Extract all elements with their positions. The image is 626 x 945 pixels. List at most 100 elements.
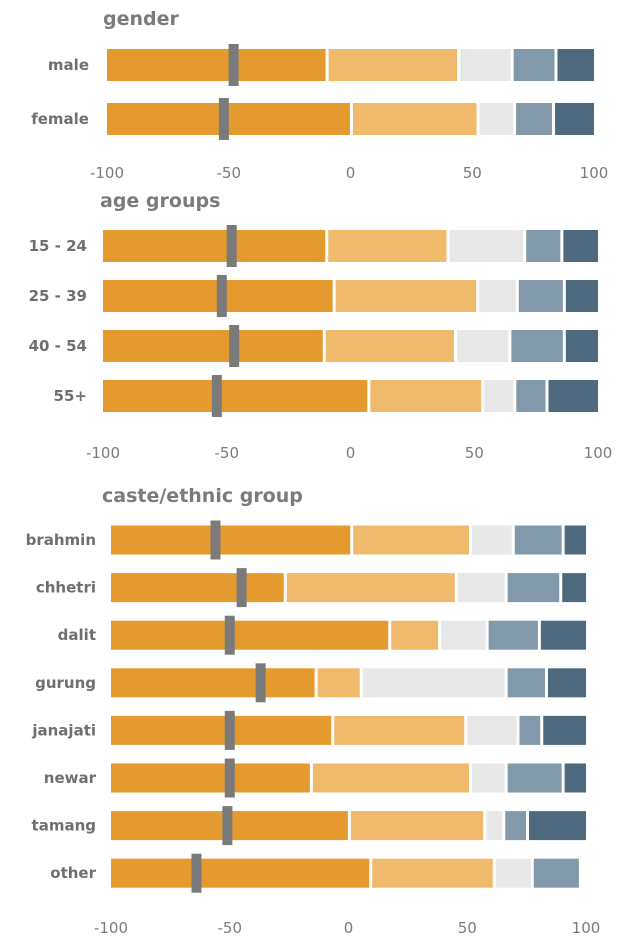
bar-segment-2 (325, 330, 454, 362)
bar-segment-1 (111, 715, 332, 745)
bar-segment-1 (111, 858, 370, 888)
bar-segment-2 (391, 620, 439, 650)
category-label: 40 - 54 (29, 337, 87, 355)
bar-segment-3 (467, 715, 517, 745)
x-tick-label: 0 (346, 444, 356, 462)
bar-segment-1 (107, 49, 326, 81)
bar-segment-5 (555, 103, 594, 135)
x-tick-label: 0 (344, 919, 354, 937)
x-tick-label: -50 (218, 919, 243, 937)
bar-row-15-24: 15 - 24 (29, 225, 598, 267)
category-label: dalit (58, 626, 96, 644)
panel-title: age groups (100, 190, 220, 212)
bar-segment-2 (328, 49, 458, 81)
bar-segment-3 (472, 525, 512, 555)
bar-segment-5 (529, 811, 586, 841)
bar-row-40-54: 40 - 54 (29, 325, 598, 367)
bar-segment-4 (514, 525, 562, 555)
bar-segment-2 (334, 715, 465, 745)
bar-segment-3 (362, 668, 505, 698)
bar-segment-1 (103, 330, 323, 362)
mean-marker (218, 98, 229, 140)
mean-marker (224, 710, 235, 750)
bar-segment-4 (533, 858, 579, 888)
x-tick-label: -100 (86, 444, 120, 462)
bar-row-female: female (31, 98, 594, 140)
bar-segment-1 (111, 763, 310, 793)
bar-row-25-39: 25 - 39 (29, 275, 598, 317)
mean-marker (226, 225, 237, 267)
bar-segment-4 (516, 380, 546, 412)
bar-segment-2 (286, 573, 455, 603)
bar-segment-4 (488, 620, 538, 650)
x-tick-label: 100 (572, 919, 601, 937)
mean-marker (224, 758, 235, 798)
bar-segment-3 (486, 811, 503, 841)
bar-segment-5 (562, 573, 586, 603)
bar-segment-2 (350, 811, 484, 841)
bar-segment-3 (472, 763, 505, 793)
mean-marker (236, 568, 247, 608)
bar-row-other: other (50, 853, 579, 893)
bar-segment-5 (564, 525, 586, 555)
chart-panel-3: caste/ethnic group brahmin chhetri dalit gur… (26, 485, 601, 937)
bar-row-newar: newar (44, 758, 586, 798)
panel-title: caste/ethnic group (102, 485, 303, 507)
mean-marker (191, 853, 202, 893)
bar-segment-3 (479, 103, 514, 135)
category-label: 55+ (54, 387, 87, 405)
bar-segment-3 (495, 858, 531, 888)
category-label: brahmin (26, 531, 96, 549)
bar-segment-1 (111, 525, 351, 555)
bar-segment-4 (511, 330, 563, 362)
x-axis: -100 -50 0 50 100 (94, 919, 600, 937)
x-tick-label: 100 (584, 444, 613, 462)
bar-segment-3 (457, 573, 505, 603)
bar-segment-2 (353, 525, 469, 555)
bar-segment-4 (516, 103, 553, 135)
bar-segment-4 (513, 49, 555, 81)
bar-segment-2 (317, 668, 360, 698)
category-label: gurung (35, 674, 96, 692)
category-label: male (48, 56, 89, 74)
bar-segment-5 (548, 380, 598, 412)
bar-segment-2 (312, 763, 469, 793)
category-label: chhetri (36, 579, 96, 597)
x-tick-label: 50 (465, 444, 484, 462)
mean-marker (229, 325, 240, 367)
x-tick-label: 100 (580, 164, 609, 182)
bar-segment-4 (507, 763, 562, 793)
bar-segment-1 (111, 668, 315, 698)
bar-segment-5 (543, 715, 586, 745)
bar-segment-2 (352, 103, 477, 135)
bar-row-gurung: gurung (35, 663, 586, 703)
bar-segment-3 (441, 620, 486, 650)
x-tick-label: 0 (346, 164, 356, 182)
bar-segment-5 (565, 280, 598, 312)
bar-segment-5 (540, 620, 586, 650)
x-tick-label: -50 (215, 444, 240, 462)
category-label: other (50, 864, 96, 882)
bar-segment-2 (335, 280, 477, 312)
bar-segment-5 (565, 330, 598, 362)
bar-row-brahmin: brahmin (26, 520, 586, 560)
bar-segment-5 (564, 763, 586, 793)
category-label: female (31, 110, 89, 128)
x-axis: -100 -50 0 50 100 (90, 164, 608, 182)
x-axis: -100 -50 0 50 100 (86, 444, 612, 462)
bar-segment-4 (519, 715, 541, 745)
bar-segment-1 (103, 380, 368, 412)
x-tick-label: -50 (217, 164, 242, 182)
bar-segment-4 (507, 668, 545, 698)
bar-row-janajati: janajati (31, 710, 586, 750)
x-tick-label: -100 (90, 164, 124, 182)
bar-segment-2 (372, 858, 493, 888)
bar-segment-3 (479, 280, 516, 312)
bar-segment-2 (370, 380, 482, 412)
bar-segment-3 (484, 380, 514, 412)
bar-segment-3 (460, 49, 511, 81)
bar-segment-4 (526, 230, 561, 262)
bar-row-male: male (48, 44, 594, 86)
